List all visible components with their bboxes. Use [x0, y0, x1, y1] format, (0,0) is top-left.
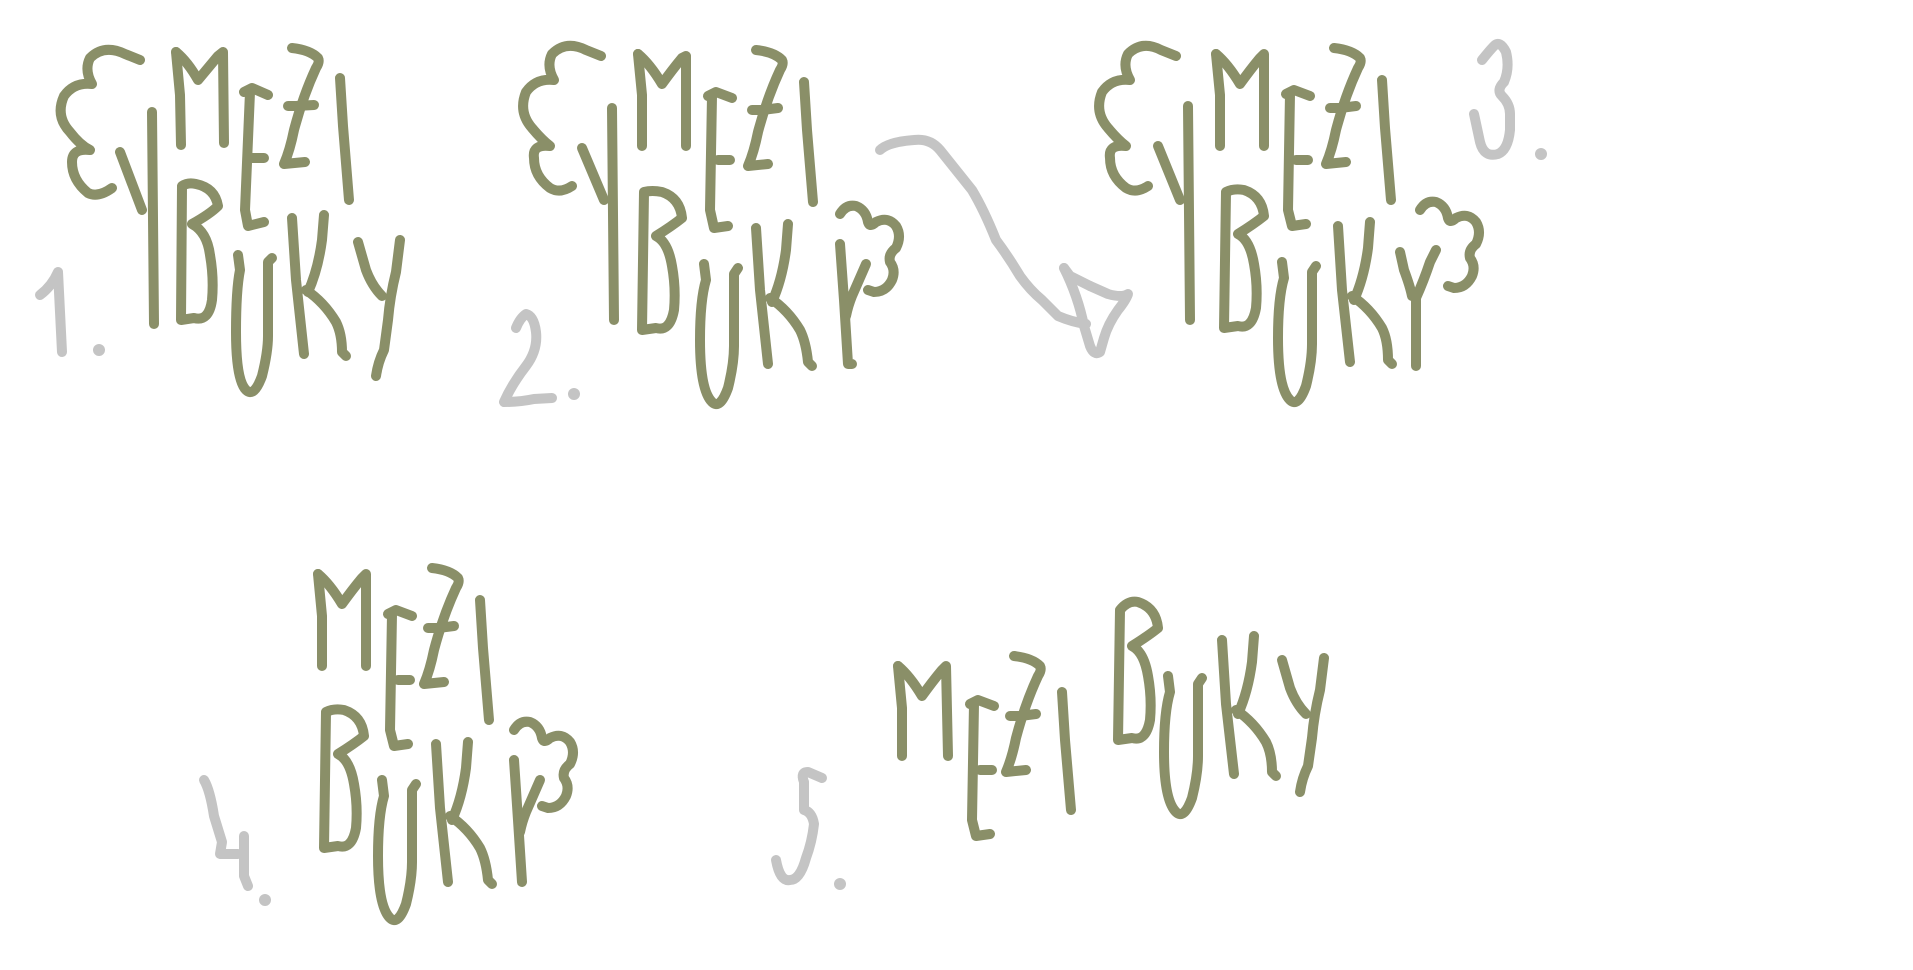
- sketch-3-number-label: [1469, 39, 1515, 160]
- sketch-4-number-label: [199, 775, 253, 891]
- sketch-1-lettering: [55, 43, 405, 398]
- sketch-1-number-dot: [93, 344, 105, 356]
- sketch-3-lettering: [1094, 40, 1484, 408]
- sketch-2-number-dot: [568, 388, 580, 400]
- curved-arrow-icon: [875, 134, 1133, 359]
- sketch-4-number-dot: [259, 894, 271, 906]
- sketch-4-lettering: [313, 563, 578, 926]
- sketch-2-lettering: [518, 40, 904, 410]
- sketch-4: [199, 563, 578, 926]
- sketch-5-number-dot: [834, 878, 846, 890]
- sketch-1-number-label: [35, 267, 67, 357]
- sketch-2-number-label: [499, 309, 557, 407]
- sketch-5-lettering: [893, 596, 1329, 841]
- sketch-3: [1094, 39, 1547, 408]
- sketch-3-number-dot: [1535, 148, 1547, 160]
- sketch-5: [771, 596, 1329, 890]
- sketch-2: [499, 40, 904, 410]
- sketch-1: [35, 43, 405, 398]
- sketch-5-number-label: [771, 767, 827, 886]
